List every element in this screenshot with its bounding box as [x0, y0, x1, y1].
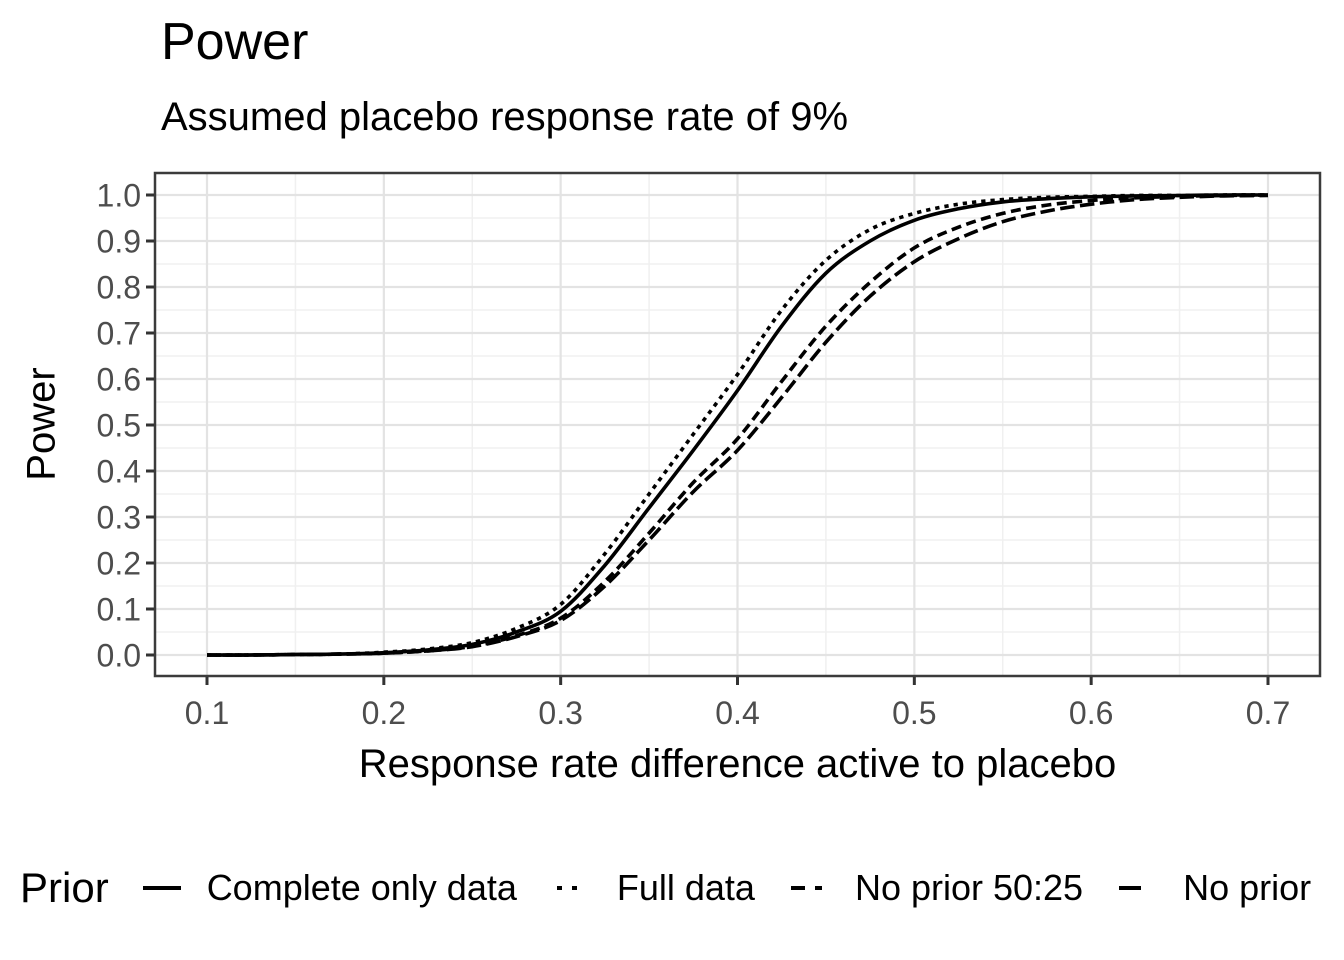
y-tick-label: 0.4: [97, 454, 141, 490]
gridlines-major: [155, 173, 1320, 676]
y-tick-label: 0.3: [97, 500, 141, 536]
curve-no-prior: [206, 193, 1269, 657]
legend-item-label: Full data: [616, 867, 755, 908]
y-tick-label: 0.9: [97, 224, 141, 260]
axis-ticks: [146, 193, 1270, 685]
legend-item-label: No prior 50:25: [854, 867, 1084, 908]
curves: [206, 193, 1269, 657]
dotted-line-key-icon: [556, 886, 591, 890]
y-tick-label: 0.1: [97, 592, 141, 628]
x-tick-label: 0.2: [362, 695, 406, 731]
legend-item-no-prior: No prior: [1119, 867, 1311, 909]
solid-line-key-icon: [142, 886, 181, 890]
legend: Prior Complete only data Full data No pr…: [20, 856, 1344, 920]
legend-item-no-prior-50-25: No prior 50:25: [790, 867, 1084, 909]
x-axis-title: Response rate difference active to place…: [358, 742, 1117, 786]
y-tick-label: 0.6: [97, 362, 141, 398]
y-tick-label: 0.2: [97, 546, 141, 582]
chart-subtitle: Assumed placebo response rate of 9%: [161, 95, 849, 139]
curve-no-prior-50-25: [206, 193, 1269, 657]
legend-item-complete-only-data: Complete only data: [142, 867, 517, 909]
axis-tick-labels: 0.1 0.2 0.3 0.4 0.5 0.6 0.7 0.0 0.1 0.2 0.3 0.4 0.5 0…: [97, 178, 1291, 732]
y-tick-label: 0.7: [97, 316, 141, 352]
chart-title: Power: [161, 13, 309, 71]
x-tick-label: 0.6: [1069, 695, 1113, 731]
y-tick-label: 0.8: [97, 270, 141, 306]
legend-item-full-data: Full data: [553, 867, 755, 909]
legend-title: Prior: [20, 864, 109, 911]
dashed-line-key-icon: [790, 886, 829, 890]
y-tick-label: 0.5: [97, 408, 141, 444]
y-tick-label: 0.0: [97, 638, 141, 674]
x-tick-label: 0.7: [1246, 695, 1290, 731]
y-tick-label: 1.0: [97, 178, 141, 214]
panel-border: [153, 171, 1322, 678]
x-tick-label: 0.3: [538, 695, 582, 731]
legend-item-label: No prior: [1183, 867, 1312, 908]
longdash-line-key-icon: [1119, 886, 1158, 890]
x-tick-label: 0.5: [892, 695, 936, 731]
legend-item-label: Complete only data: [206, 867, 517, 908]
x-tick-label: 0.4: [715, 695, 759, 731]
x-tick-label: 0.1: [185, 695, 229, 731]
y-axis-title: Power: [19, 367, 64, 481]
